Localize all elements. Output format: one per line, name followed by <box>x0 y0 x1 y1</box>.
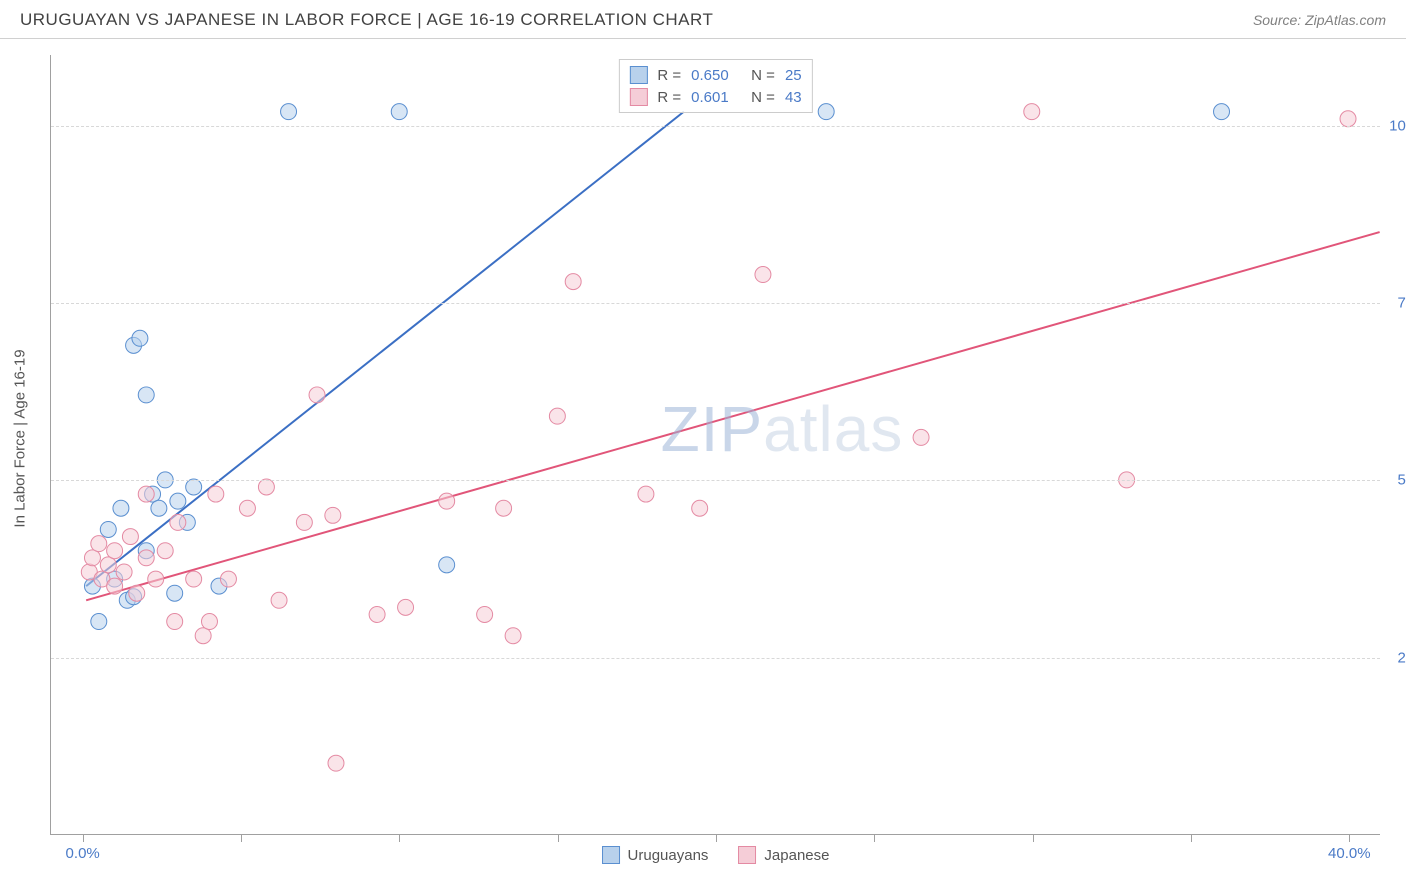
data-point-japanese <box>220 571 236 587</box>
stat-label-r: R = <box>657 89 681 106</box>
data-point-japanese <box>296 514 312 530</box>
y-axis-label: In Labor Force | Age 16-19 <box>12 349 29 527</box>
data-point-japanese <box>325 507 341 523</box>
trend-line-japanese <box>86 232 1380 600</box>
data-point-japanese <box>505 628 521 644</box>
data-point-japanese <box>496 500 512 516</box>
x-tick <box>399 834 400 842</box>
gridline-h <box>51 658 1380 659</box>
chart-source: Source: ZipAtlas.com <box>1253 12 1386 28</box>
data-point-japanese <box>239 500 255 516</box>
legend-swatch-japanese <box>629 88 647 106</box>
data-point-japanese <box>186 571 202 587</box>
data-point-japanese <box>116 564 132 580</box>
data-point-japanese <box>138 486 154 502</box>
data-point-japanese <box>439 493 455 509</box>
legend-swatch-uruguayans <box>602 846 620 864</box>
data-point-uruguayans <box>439 557 455 573</box>
legend-item-japanese: Japanese <box>738 846 829 864</box>
legend-stats-box: R = 0.650 N = 25 R = 0.601 N = 43 <box>618 59 812 113</box>
data-point-japanese <box>1340 111 1356 127</box>
data-point-japanese <box>201 614 217 630</box>
stat-n-uruguayans: 25 <box>785 67 802 84</box>
data-point-japanese <box>107 578 123 594</box>
data-point-japanese <box>195 628 211 644</box>
data-point-japanese <box>755 267 771 283</box>
legend-item-uruguayans: Uruguayans <box>602 846 709 864</box>
data-point-uruguayans <box>132 330 148 346</box>
y-tick-label: 75.0% <box>1385 295 1406 312</box>
data-point-japanese <box>91 536 107 552</box>
stat-r-uruguayans: 0.650 <box>691 67 729 84</box>
legend-label-uruguayans: Uruguayans <box>628 847 709 864</box>
gridline-h <box>51 126 1380 127</box>
data-point-japanese <box>328 755 344 771</box>
data-point-japanese <box>271 592 287 608</box>
data-point-japanese <box>549 408 565 424</box>
data-point-japanese <box>1024 104 1040 120</box>
data-point-uruguayans <box>281 104 297 120</box>
stat-label-r: R = <box>657 67 681 84</box>
x-tick <box>83 834 84 842</box>
legend-stats-row-japanese: R = 0.601 N = 43 <box>629 86 801 108</box>
x-tick-label: 40.0% <box>1328 845 1371 862</box>
data-point-japanese <box>157 543 173 559</box>
gridline-h <box>51 480 1380 481</box>
y-tick-label: 100.0% <box>1385 117 1406 134</box>
data-point-japanese <box>107 543 123 559</box>
y-tick-label: 25.0% <box>1385 649 1406 666</box>
legend-swatch-uruguayans <box>629 66 647 84</box>
data-point-uruguayans <box>1214 104 1230 120</box>
chart-plot-area: ZIPatlas R = 0.650 N = 25 R = 0.601 N = … <box>50 55 1380 835</box>
data-point-japanese <box>565 274 581 290</box>
stat-r-japanese: 0.601 <box>691 89 729 106</box>
x-tick <box>716 834 717 842</box>
legend-stats-row-uruguayans: R = 0.650 N = 25 <box>629 64 801 86</box>
data-point-japanese <box>369 606 385 622</box>
data-point-uruguayans <box>818 104 834 120</box>
data-point-uruguayans <box>391 104 407 120</box>
data-point-japanese <box>122 529 138 545</box>
data-point-uruguayans <box>100 521 116 537</box>
data-point-uruguayans <box>170 493 186 509</box>
data-point-uruguayans <box>167 585 183 601</box>
data-point-japanese <box>84 550 100 566</box>
chart-title: URUGUAYAN VS JAPANESE IN LABOR FORCE | A… <box>20 10 713 30</box>
x-tick-label: 0.0% <box>66 845 100 862</box>
y-tick-label: 50.0% <box>1385 472 1406 489</box>
x-tick <box>241 834 242 842</box>
scatter-plot-svg <box>51 55 1380 834</box>
gridline-h <box>51 303 1380 304</box>
data-point-japanese <box>170 514 186 530</box>
data-point-japanese <box>148 571 164 587</box>
data-point-uruguayans <box>113 500 129 516</box>
legend-series: Uruguayans Japanese <box>602 846 830 864</box>
legend-swatch-japanese <box>738 846 756 864</box>
stat-label-n: N = <box>739 89 775 106</box>
x-tick <box>1349 834 1350 842</box>
data-point-japanese <box>100 557 116 573</box>
data-point-japanese <box>692 500 708 516</box>
data-point-japanese <box>138 550 154 566</box>
stat-label-n: N = <box>739 67 775 84</box>
x-tick <box>1191 834 1192 842</box>
data-point-japanese <box>129 585 145 601</box>
data-point-japanese <box>167 614 183 630</box>
data-point-japanese <box>398 599 414 615</box>
x-tick <box>1033 834 1034 842</box>
stat-n-japanese: 43 <box>785 89 802 106</box>
data-point-japanese <box>913 429 929 445</box>
legend-label-japanese: Japanese <box>764 847 829 864</box>
x-tick <box>558 834 559 842</box>
data-point-uruguayans <box>138 387 154 403</box>
data-point-uruguayans <box>91 614 107 630</box>
data-point-uruguayans <box>151 500 167 516</box>
data-point-japanese <box>477 606 493 622</box>
data-point-japanese <box>208 486 224 502</box>
data-point-japanese <box>309 387 325 403</box>
data-point-japanese <box>638 486 654 502</box>
x-tick <box>874 834 875 842</box>
chart-header: URUGUAYAN VS JAPANESE IN LABOR FORCE | A… <box>0 0 1406 39</box>
